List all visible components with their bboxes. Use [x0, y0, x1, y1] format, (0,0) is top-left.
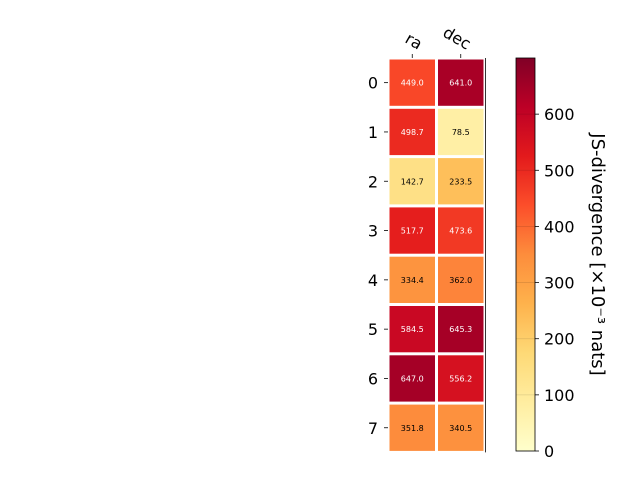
colorbar-tick-label: 500: [544, 161, 575, 180]
heatmap-cell: [389, 355, 435, 402]
cell-value-label: 517.7: [401, 227, 424, 236]
cell-value-label: 449.0: [401, 79, 424, 88]
heatmap-cell: [389, 207, 435, 254]
heatmap-cell: [389, 158, 435, 205]
row-tick-label: 5: [368, 320, 378, 339]
column-tick-label: ra: [402, 29, 426, 54]
cell-value-label: 362.0: [449, 276, 472, 285]
heatmap-cell: [438, 306, 484, 353]
row-tick-label: 7: [368, 419, 378, 438]
row-tick-label: 1: [368, 123, 378, 142]
colorbar-gradient: [515, 57, 536, 452]
cell-value-label: 556.2: [449, 374, 472, 383]
colorbar-tick-label: 200: [544, 330, 575, 349]
heatmap-cell: [389, 59, 435, 106]
colorbar-tick-label: 0: [544, 442, 554, 461]
heatmap-cell: [438, 59, 484, 106]
row-tick-label: 0: [368, 74, 378, 93]
cell-value-label: 78.5: [452, 128, 470, 137]
cell-value-label: 142.7: [401, 177, 424, 186]
row-tick-label: 3: [368, 222, 378, 241]
row-tick-label: 2: [368, 172, 378, 191]
heatmap-cell: [438, 404, 484, 451]
heatmap-cell: [389, 256, 435, 303]
cell-value-label: 647.0: [401, 374, 424, 383]
colorbar: 0 100 200 300 400 500 600 JS-divergence [×10⁻³ …: [515, 57, 608, 461]
colorbar-tick-label: 100: [544, 386, 575, 405]
cell-value-label: 641.0: [449, 79, 472, 88]
row-tick-label: 4: [368, 271, 378, 290]
heatmap-grid: 449.0 641.0 498.7 78.5 142.7 233.5 517.7 473.6 3…: [368, 23, 486, 453]
row-tick-label: 6: [368, 369, 378, 388]
cell-value-label: 498.7: [401, 128, 424, 137]
heatmap-cell: [438, 355, 484, 402]
cell-value-label: 334.4: [401, 276, 424, 285]
cell-value-label: 351.8: [401, 424, 424, 433]
colorbar-tick-label: 400: [544, 217, 575, 236]
cell-value-label: 645.3: [449, 325, 472, 334]
cell-value-label: 473.6: [449, 227, 472, 236]
heatmap-cell: [389, 108, 435, 156]
cell-value-label: 584.5: [401, 325, 424, 334]
cell-value-label: 233.5: [449, 177, 472, 186]
heatmap-cell: [438, 207, 484, 254]
heatmap-cell: [438, 256, 484, 303]
heatmap-cell: [389, 404, 435, 451]
heatmap-cell: [438, 108, 484, 156]
heatmap-cell: [438, 158, 484, 205]
cell-value-label: 340.5: [449, 424, 472, 433]
colorbar-label: JS-divergence [×10⁻³ nats]: [587, 132, 608, 375]
colorbar-tick-label: 300: [544, 274, 575, 293]
heatmap-cell: [389, 306, 435, 353]
colorbar-tick-label: 600: [544, 105, 575, 124]
column-tick-label: dec: [440, 23, 474, 54]
